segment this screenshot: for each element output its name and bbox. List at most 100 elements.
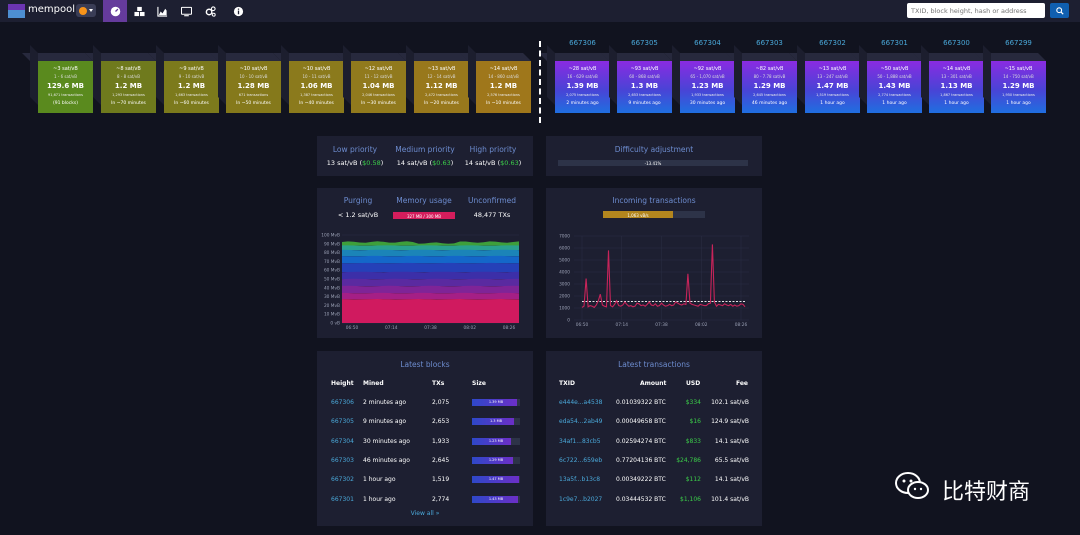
block-side-face (343, 45, 351, 105)
mempool-panel: Purging < 1.2 sat/vB Memory usage 327 MB… (317, 188, 533, 338)
block-height-link[interactable]: 667301 (881, 39, 908, 47)
block-height-link[interactable]: 667304 (694, 39, 721, 47)
block-size-fill (472, 437, 512, 445)
block-size-fill (472, 418, 514, 426)
col-usd-header: USD (686, 380, 701, 387)
y-tick-label: 70 MvB (324, 259, 340, 265)
block-median-fee: ~15 sat/vB (1004, 66, 1033, 72)
txid-link[interactable]: eda54...2ab49 (559, 418, 603, 426)
block-tx-count: 2,075 (432, 399, 450, 406)
block-side-face (156, 45, 164, 105)
block-front-face (617, 61, 672, 113)
block-size-bar: 1.47 MB (472, 476, 520, 484)
y-tick-label: 0 vB (330, 321, 340, 327)
search-button[interactable] (1050, 3, 1069, 18)
block-height-link[interactable]: 667303 (331, 456, 354, 464)
y-tick-label: 2000 (559, 294, 570, 300)
incoming-rate-fill (603, 211, 673, 218)
block-side-face (93, 45, 101, 105)
block-side-face (406, 45, 414, 105)
mempool-block[interactable]: ~9 sat/vB 9 - 10 sat/vB 1.2 MB 1,663 transa… (148, 45, 219, 113)
view-all-link[interactable]: View all » (410, 510, 440, 517)
block-fee-range: 14 - 860 sat/vB (488, 74, 519, 79)
block-height-link[interactable]: 667303 (756, 39, 783, 47)
block-size-fill (472, 476, 520, 484)
mempool-block[interactable]: ~12 sat/vB 11 - 12 sat/vB 1.04 MB 2,046 tra… (335, 45, 406, 113)
incoming-title: Incoming transactions (612, 196, 696, 205)
tx-usd: $1,106 (680, 495, 701, 503)
mined-block[interactable]: ~92 sat/vB 65 - 1,070 sat/vB 1.23 MB 1,933 … (664, 45, 735, 113)
tx-fee: 65.5 sat/vB (714, 456, 749, 464)
bitcoin-icon (79, 6, 87, 15)
y-tick-label: 20 MvB (324, 303, 340, 309)
mined-block[interactable]: ~13 sat/vB 13 - 247 sat/vB 1.47 MB 1,519 tr… (789, 45, 860, 113)
nav-tv[interactable] (174, 0, 198, 22)
block-eta: (91 blocks) (53, 101, 78, 106)
block-median-fee: ~13 sat/vB (427, 66, 456, 72)
incoming-tx-chart: 7000 6000 5000 4000 3000 2000 1000 0 06:50 07:14 0… (559, 234, 749, 328)
txid-link[interactable]: 1c9e7...b2027 (559, 495, 603, 503)
mempool-block[interactable]: ~10 sat/vB 10 - 10 sat/vB 1.28 MB 671 trans… (210, 45, 281, 113)
block-height-link[interactable]: 667300 (943, 39, 970, 47)
block-height-link[interactable]: 667306 (331, 399, 354, 406)
high-priority-fee: 14 sat/vB (464, 159, 496, 167)
nav-dashboard[interactable] (103, 0, 127, 22)
block-size: 1.43 MB (878, 82, 911, 90)
medium-priority-value: 14 sat/vB ($0.63) (396, 159, 454, 167)
mined-block[interactable]: ~50 sat/vB 50 - 1,888 sat/vB 1.43 MB 2,774 … (851, 45, 922, 113)
mempool-block[interactable]: ~14 sat/vB 14 - 860 sat/vB 1.2 MB 2,576 tra… (460, 45, 531, 113)
medium-priority-label: Medium priority (395, 145, 455, 154)
network-selector-button[interactable] (76, 4, 96, 17)
block-fee-range: 60 - 868 sat/vB (629, 74, 660, 79)
block-tx-count: 1,933 transactions (691, 93, 724, 97)
latest-blocks-panel: Latest blocks Height Mined TXs Size 6673… (317, 351, 533, 526)
mempool-block[interactable]: ~3 sat/vB 1 - 6 sat/vB 129.6 MB 91,671 tran… (22, 45, 93, 113)
y-tick-label: 7000 (559, 234, 570, 240)
block-mined-time: 46 minutes ago (751, 101, 788, 106)
tx-usd: $112 (685, 476, 701, 484)
mined-block[interactable]: ~93 sat/vB 60 - 868 sat/vB 1.3 MB 2,653 tra… (601, 45, 672, 113)
block-mined-time: 9 minutes ago (363, 418, 407, 426)
mempool-block[interactable]: ~10 sat/vB 10 - 11 sat/vB 1.06 MB 1,387 tra… (273, 45, 344, 113)
block-height-link[interactable]: 667302 (331, 476, 354, 484)
block-height-link[interactable]: 667305 (331, 418, 354, 426)
mined-block[interactable]: ~28 sat/vB 16 - 629 sat/vB 1.39 MB 2,075 tr… (539, 45, 610, 113)
nav-about[interactable] (226, 0, 250, 22)
txid-link[interactable]: e444e...a4538 (559, 399, 603, 406)
block-mined-time: 1 hour ago (363, 495, 396, 503)
mempool-size-chart: 100 MvB 90 MvB 80 MvB 70 MvB 60 MvB 50 MvB 40 … (321, 233, 519, 331)
block-size: 1.06 MB (300, 82, 333, 90)
mempool-logo-icon[interactable] (8, 4, 25, 18)
txid-link[interactable]: 34af1...83cb5 (559, 437, 601, 445)
block-tx-count: 1,933 (432, 437, 450, 445)
y-tick-label: 50 MvB (324, 277, 340, 283)
block-size: 1.13 MB (940, 82, 973, 90)
block-median-fee: ~13 sat/vB (818, 66, 847, 72)
nav-graphs[interactable] (150, 0, 174, 22)
block-median-fee: ~8 sat/vB (116, 66, 141, 72)
col-mined-header: Mined (363, 380, 384, 387)
nav-tools[interactable] (198, 0, 222, 22)
low-priority-value: 13 sat/vB ($0.58) (326, 159, 384, 167)
nav-blocks[interactable] (127, 0, 151, 22)
block-height-link[interactable]: 667302 (819, 39, 846, 47)
block-size-bar: 1.23 MB (472, 437, 520, 445)
search-input[interactable] (907, 3, 1045, 18)
block-height-link[interactable]: 667304 (331, 437, 354, 445)
mined-block[interactable]: ~15 sat/vB 14 - 750 sat/vB 1.29 MB 1,950 tr… (975, 45, 1046, 113)
block-height-link[interactable]: 667305 (631, 39, 658, 47)
txid-link[interactable]: 6c722...659eb (559, 456, 603, 464)
logo-text[interactable]: mempool (28, 4, 75, 15)
block-tx-count: 2,472 transactions (425, 93, 458, 97)
block-height-link[interactable]: 667301 (331, 495, 354, 503)
mined-block[interactable]: ~14 sat/vB 13 - 301 sat/vB 1.13 MB 1,867 tr… (913, 45, 984, 113)
wechat-logo-icon (895, 472, 929, 499)
block-size-fill (472, 456, 514, 464)
block-height-link[interactable]: 667299 (1005, 39, 1032, 47)
medium-priority-usd: $0.63 (432, 159, 451, 167)
mined-block[interactable]: ~82 sat/vB 80 - 7.78 sat/vB 1.29 MB 2,645 t… (726, 45, 797, 113)
block-height-link[interactable]: 667306 (569, 39, 596, 47)
txid-link[interactable]: 13a5f...b13c8 (559, 476, 601, 484)
mempool-block[interactable]: ~13 sat/vB 12 - 14 sat/vB 1.12 MB 2,472 tra… (398, 45, 469, 113)
mempool-block[interactable]: ~8 sat/vB 8 - 8 sat/vB 1.2 MB 1,293 transac… (85, 45, 156, 113)
